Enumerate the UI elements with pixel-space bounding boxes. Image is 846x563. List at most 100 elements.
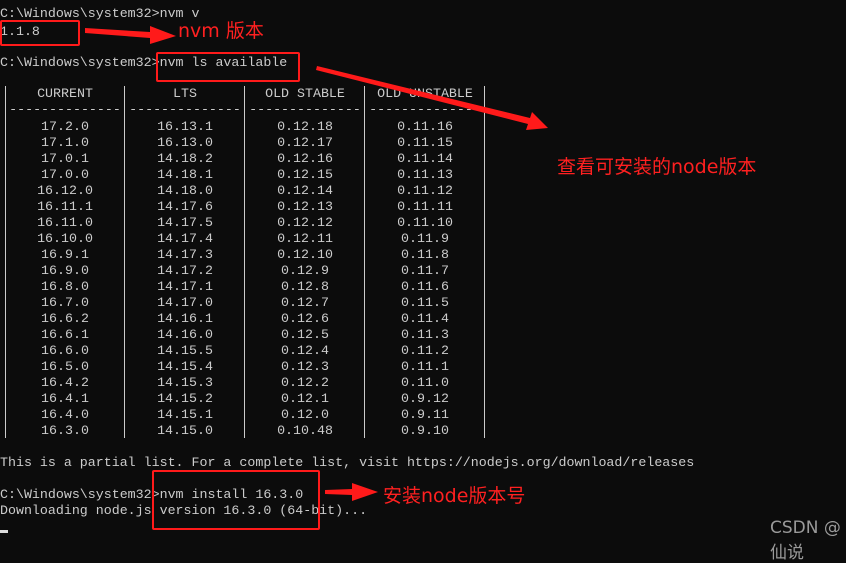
- version-cell: 16.3.0: [41, 423, 89, 438]
- annotation-nvm-version: nvm 版本: [178, 20, 264, 42]
- version-cell: 0.10.48: [277, 423, 333, 438]
- column-divider: [124, 86, 125, 438]
- version-cell: 14.18.1: [157, 167, 213, 182]
- version-cell: 0.12.16: [277, 151, 333, 166]
- version-cell: 0.12.9: [281, 263, 329, 278]
- version-cell: 17.0.1: [41, 151, 89, 166]
- version-cell: 0.12.5: [281, 327, 329, 342]
- version-cell: 16.9.1: [41, 247, 89, 262]
- version-cell: 0.12.12: [277, 215, 333, 230]
- version-cell: 14.15.2: [157, 391, 213, 406]
- column-divider: [244, 86, 245, 438]
- version-cell: 0.12.0: [281, 407, 329, 422]
- header-separator: --------------: [249, 102, 361, 117]
- version-cell: 0.12.4: [281, 343, 329, 358]
- version-cell: 0.11.16: [397, 119, 453, 134]
- version-cell: 14.17.1: [157, 279, 213, 294]
- annotation-arrows: [85, 26, 548, 501]
- version-cell: 17.2.0: [41, 119, 89, 134]
- version-cell: 0.11.11: [397, 199, 453, 214]
- version-cell: 0.9.11: [401, 407, 449, 422]
- version-cell: 0.12.10: [277, 247, 333, 262]
- column-divider: [484, 86, 485, 438]
- column-header: CURRENT: [37, 86, 93, 101]
- version-cell: 16.9.0: [41, 263, 89, 278]
- version-cell: 0.9.12: [401, 391, 449, 406]
- column-header: OLD STABLE: [265, 86, 345, 101]
- highlight-box-version: [0, 20, 80, 46]
- version-cell: 0.12.6: [281, 311, 329, 326]
- version-cell: 0.12.3: [281, 359, 329, 374]
- version-cell: 16.4.0: [41, 407, 89, 422]
- version-cell: 16.8.0: [41, 279, 89, 294]
- column-divider: [364, 86, 365, 438]
- partial-list-notice: This is a partial list. For a complete l…: [0, 455, 695, 470]
- header-separator: --------------: [129, 102, 241, 117]
- version-cell: 0.12.18: [277, 119, 333, 134]
- version-cell: 0.11.3: [401, 327, 449, 342]
- version-cell: 14.15.0: [157, 423, 213, 438]
- version-cell: 16.6.1: [41, 327, 89, 342]
- column-divider: [5, 86, 6, 438]
- version-cell: 0.12.15: [277, 167, 333, 182]
- version-cell: 16.11.0: [37, 215, 93, 230]
- version-cell: 16.12.0: [37, 183, 93, 198]
- version-cell: 0.11.4: [401, 311, 449, 326]
- header-separator: --------------: [9, 102, 121, 117]
- version-cell: 0.9.10: [401, 423, 449, 438]
- version-cell: 0.11.10: [397, 215, 453, 230]
- cmd-nvm-ls-available: C:\Windows\system32>nvm ls available: [0, 55, 288, 70]
- version-cell: 0.12.7: [281, 295, 329, 310]
- version-cell: 14.15.4: [157, 359, 213, 374]
- version-cell: 0.12.14: [277, 183, 333, 198]
- version-cell: 0.11.12: [397, 183, 453, 198]
- arrow-icon: [316, 66, 548, 130]
- version-cell: 17.0.0: [41, 167, 89, 182]
- version-cell: 0.11.0: [401, 375, 449, 390]
- version-cell: 0.11.7: [401, 263, 449, 278]
- arrow-icon: [85, 26, 176, 44]
- version-cell: 0.12.8: [281, 279, 329, 294]
- version-cell: 16.6.2: [41, 311, 89, 326]
- version-cell: 14.17.2: [157, 263, 213, 278]
- version-cell: 14.17.3: [157, 247, 213, 262]
- version-cell: 14.17.4: [157, 231, 213, 246]
- highlight-box-install: [152, 470, 320, 530]
- version-cell: 0.12.11: [277, 231, 333, 246]
- version-cell: 14.15.3: [157, 375, 213, 390]
- version-cell: 0.12.17: [277, 135, 333, 150]
- version-cell: 0.11.5: [401, 295, 449, 310]
- cmd-nvm-v: C:\Windows\system32>nvm v: [0, 6, 200, 21]
- version-cell: 16.10.0: [37, 231, 93, 246]
- annotation-ls-available: 查看可安装的node版本: [557, 156, 757, 178]
- column-header: LTS: [173, 86, 197, 101]
- version-cell: 14.17.5: [157, 215, 213, 230]
- version-cell: 14.16.0: [157, 327, 213, 342]
- version-cell: 0.12.2: [281, 375, 329, 390]
- version-cell: 16.4.1: [41, 391, 89, 406]
- version-cell: 14.17.0: [157, 295, 213, 310]
- terminal-cursor: [0, 530, 8, 533]
- version-cell: 0.11.13: [397, 167, 453, 182]
- version-cell: 0.11.15: [397, 135, 453, 150]
- version-cell: 14.18.0: [157, 183, 213, 198]
- version-cell: 0.11.8: [401, 247, 449, 262]
- version-cell: 0.11.9: [401, 231, 449, 246]
- header-separator: --------------: [369, 102, 481, 117]
- version-cell: 0.11.6: [401, 279, 449, 294]
- version-cell: 14.16.1: [157, 311, 213, 326]
- annotation-install: 安装node版本号: [383, 485, 526, 507]
- version-cell: 16.13.1: [157, 119, 213, 134]
- version-cell: 16.13.0: [157, 135, 213, 150]
- version-cell: 0.11.14: [397, 151, 453, 166]
- version-cell: 0.12.1: [281, 391, 329, 406]
- version-cell: 14.15.1: [157, 407, 213, 422]
- highlight-box-ls: [156, 52, 300, 82]
- csdn-watermark: CSDN @仙说: [770, 518, 841, 563]
- version-cell: 16.7.0: [41, 295, 89, 310]
- version-cell: 14.18.2: [157, 151, 213, 166]
- version-cell: 16.6.0: [41, 343, 89, 358]
- version-cell: 0.11.2: [401, 343, 449, 358]
- version-cell: 0.12.13: [277, 199, 333, 214]
- downloading-status: Downloading node.js version 16.3.0 (64-b…: [0, 503, 368, 518]
